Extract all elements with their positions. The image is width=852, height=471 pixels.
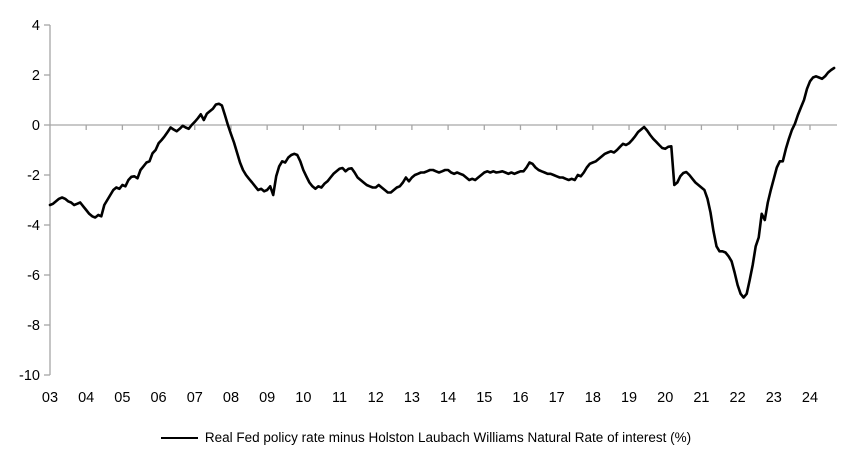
legend-label: Real Fed policy rate minus Holston Lauba… xyxy=(204,430,692,445)
x-axis-label: 08 xyxy=(223,390,239,406)
x-axis-label: 10 xyxy=(295,390,311,406)
x-axis-label: 06 xyxy=(150,390,166,406)
x-axis-label: 07 xyxy=(187,390,203,406)
y-axis-label: -4 xyxy=(27,218,40,234)
x-axis-label: 15 xyxy=(476,390,492,406)
x-axis-label: 21 xyxy=(693,390,709,406)
x-axis-label: 22 xyxy=(730,390,746,406)
x-axis-label: 23 xyxy=(766,390,782,406)
legend: Real Fed policy rate minus Holston Lauba… xyxy=(0,430,852,445)
legend-line-marker xyxy=(160,436,198,439)
y-axis-label: -2 xyxy=(27,168,40,184)
x-axis-label: 13 xyxy=(404,390,420,406)
x-axis-label: 09 xyxy=(259,390,275,406)
y-axis-label: 2 xyxy=(32,68,40,84)
x-axis-label: 03 xyxy=(42,390,58,406)
x-axis-label: 19 xyxy=(621,390,637,406)
x-axis-label: 04 xyxy=(78,390,94,406)
data-line xyxy=(48,66,836,299)
x-axis-label: 16 xyxy=(512,390,528,406)
y-axis-label: 0 xyxy=(32,118,40,134)
x-axis-label: 17 xyxy=(549,390,565,406)
x-axis-label: 20 xyxy=(657,390,673,406)
x-axis-label: 11 xyxy=(332,390,347,406)
x-axis-label: 24 xyxy=(802,390,818,406)
x-axis-label: 12 xyxy=(368,390,384,406)
y-axis-label: 4 xyxy=(32,18,40,34)
x-axis-label: 18 xyxy=(585,390,601,406)
plot-area: 03 04 05 06 07 08 09 10 11 12 13 14 15 16 17 18 19 20 21 22… xyxy=(19,18,837,406)
y-axis-label: -8 xyxy=(27,318,40,334)
x-axis-label: 05 xyxy=(114,390,130,406)
x-axis-label: 14 xyxy=(440,390,456,406)
y-axis-label: -6 xyxy=(27,268,40,284)
y-axis-label: -10 xyxy=(19,368,40,384)
